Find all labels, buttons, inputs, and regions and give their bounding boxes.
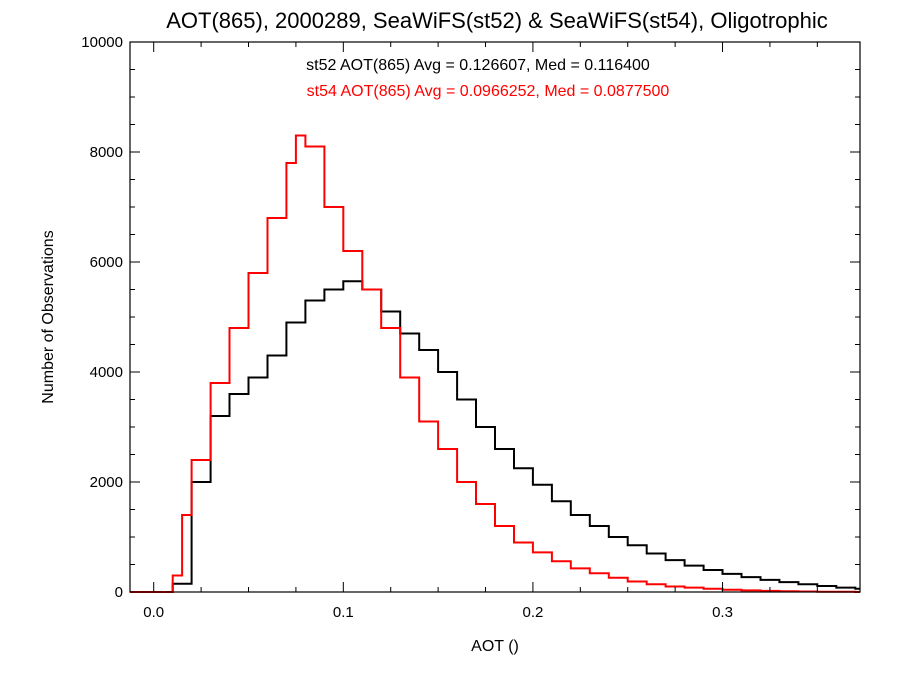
x-tick-label: 0.1 (333, 604, 354, 621)
y-tick-label: 0 (115, 584, 123, 601)
y-tick-label: 10000 (81, 34, 123, 51)
y-tick-label: 4000 (90, 364, 123, 381)
y-tick-label: 8000 (90, 144, 123, 161)
x-tick-label: 0.2 (522, 604, 543, 621)
chart-title: AOT(865), 2000289, SeaWiFS(st52) & SeaWi… (166, 8, 827, 33)
x-tick-label: 0.3 (712, 604, 733, 621)
y-tick-label: 6000 (90, 254, 123, 271)
y-axis-label: Number of Observations (40, 230, 57, 403)
x-tick-label: 0.0 (143, 604, 164, 621)
annotation-st54: st54 AOT(865) Avg = 0.0966252, Med = 0.0… (307, 83, 670, 100)
series-layer (130, 134, 860, 593)
x-axis-label: AOT () (471, 638, 519, 655)
histogram-series-st54 (130, 134, 860, 593)
histogram-series-st52 (130, 280, 860, 593)
x-axis-ticks: 0.0 0.1 0.2 0.3 (143, 42, 818, 621)
y-axis-ticks: 0 2000 4000 6000 8000 10000 (81, 34, 860, 601)
y-tick-label: 2000 (90, 474, 123, 491)
annotation-st52: st52 AOT(865) Avg = 0.126607, Med = 0.11… (306, 57, 650, 74)
